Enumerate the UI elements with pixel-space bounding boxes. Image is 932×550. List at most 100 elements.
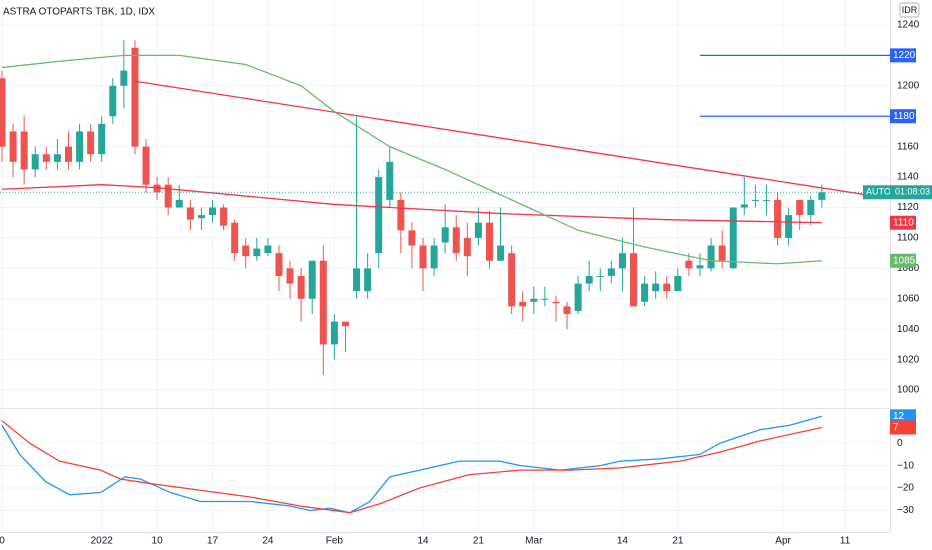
x-tick-label: Apr — [775, 536, 791, 547]
candle-body — [297, 275, 305, 299]
oscillator-value-label-box — [890, 420, 916, 435]
x-tick-label: 17 — [207, 536, 219, 547]
indicator-value-label: 1110 — [893, 217, 914, 228]
osc-tick-label: −30 — [897, 505, 914, 516]
osc-tick-label: −10 — [897, 460, 914, 471]
y-tick-label: 1080 — [897, 263, 920, 274]
candle-body — [408, 230, 416, 246]
candle-body — [20, 131, 28, 170]
y-tick-label: 1060 — [897, 293, 920, 304]
candle-body — [275, 253, 283, 276]
indicator-line — [1, 54, 822, 265]
candle-body — [308, 260, 316, 299]
candle-body — [64, 146, 72, 162]
candle-body — [397, 199, 405, 231]
candle-body — [330, 321, 338, 345]
y-tick-label: 1000 — [897, 385, 920, 396]
candle-body — [53, 154, 61, 162]
candle-body — [142, 146, 150, 185]
last-price-symbol: AUTO — [866, 187, 891, 197]
x-tick-label: 14 — [417, 536, 429, 547]
candle-body — [286, 268, 294, 284]
candle-body — [231, 222, 239, 254]
candle-body — [474, 222, 482, 238]
y-tick-label: 1200 — [897, 80, 920, 91]
y-tick-label: 1140 — [897, 172, 919, 183]
indicator-value-label-box — [890, 215, 916, 230]
candle-body — [574, 283, 582, 311]
x-tick-label: 14 — [617, 536, 629, 547]
candle-body — [242, 245, 250, 257]
level-label-box — [890, 109, 916, 124]
candle-body — [197, 215, 205, 219]
oscillator-value-label: 7 — [893, 422, 899, 433]
candle-body — [441, 227, 449, 243]
oscillator-line — [1, 420, 823, 514]
candle-body — [674, 275, 682, 292]
osc-tick-label: 0 — [897, 438, 903, 449]
currency: IDR — [902, 5, 918, 15]
candle-body — [541, 298, 549, 300]
y-tick-label: 1100 — [897, 233, 919, 244]
y-tick-label: 1240 — [897, 20, 920, 31]
candle-body — [109, 85, 117, 117]
oscillator-value-label-box — [890, 409, 916, 424]
candle-body — [264, 245, 272, 254]
candle-body — [696, 265, 704, 269]
candle-body — [618, 253, 626, 269]
y-tick-label: 1120 — [897, 202, 919, 213]
candle-body — [120, 70, 128, 86]
candle-body — [386, 161, 394, 200]
oscillator-line — [1, 415, 823, 514]
candle-body — [497, 245, 505, 261]
candle-body — [463, 237, 471, 257]
x-tick-label: 21 — [672, 536, 684, 547]
last-price-countdown: 01:08:03 — [895, 187, 930, 197]
level-label: 1220 — [893, 50, 916, 61]
candle-body — [707, 245, 715, 269]
candle-body — [220, 207, 228, 226]
candle-body — [131, 47, 139, 147]
candle-body — [452, 227, 460, 254]
x-tick-label: 21 — [473, 536, 485, 547]
candle-body — [785, 215, 793, 238]
indicator-line — [134, 80, 870, 196]
candle-body — [607, 268, 615, 276]
candle-body — [685, 260, 693, 269]
oscillator-value-label: 12 — [893, 411, 905, 422]
candle-body — [31, 154, 39, 170]
x-tick-label: 2022 — [91, 536, 114, 547]
candle-body — [153, 184, 161, 193]
candle-body — [796, 199, 804, 216]
candle-body — [175, 199, 183, 208]
indicator-value-label: 1085 — [893, 255, 916, 266]
x-tick-label: 10 — [152, 536, 164, 547]
currency-box — [899, 2, 920, 18]
candle-body — [563, 306, 571, 314]
level-label-box — [890, 48, 916, 63]
chart-title: ASTRA OTOPARTS TBK, 1D, IDX — [3, 7, 155, 18]
candle-body — [519, 301, 527, 307]
level-label: 1180 — [893, 111, 915, 122]
candle-body — [375, 177, 383, 254]
last-price-tag — [863, 185, 890, 200]
candle-body — [530, 298, 538, 302]
candle-body — [253, 248, 261, 257]
candle-body — [419, 245, 427, 269]
candle-body — [774, 199, 782, 238]
candle-body — [76, 131, 84, 162]
candle-body — [762, 199, 770, 201]
candle-body — [341, 321, 349, 327]
candle-body — [186, 207, 194, 220]
candle-body — [430, 245, 438, 269]
candle-body — [0, 78, 6, 147]
candle-body — [751, 199, 759, 201]
candle-body — [596, 275, 604, 277]
x-tick-label: 11 — [840, 536, 851, 547]
candle-body — [98, 123, 106, 155]
candle-body — [209, 207, 217, 216]
candle-body — [630, 253, 638, 307]
candle-body — [585, 275, 593, 284]
